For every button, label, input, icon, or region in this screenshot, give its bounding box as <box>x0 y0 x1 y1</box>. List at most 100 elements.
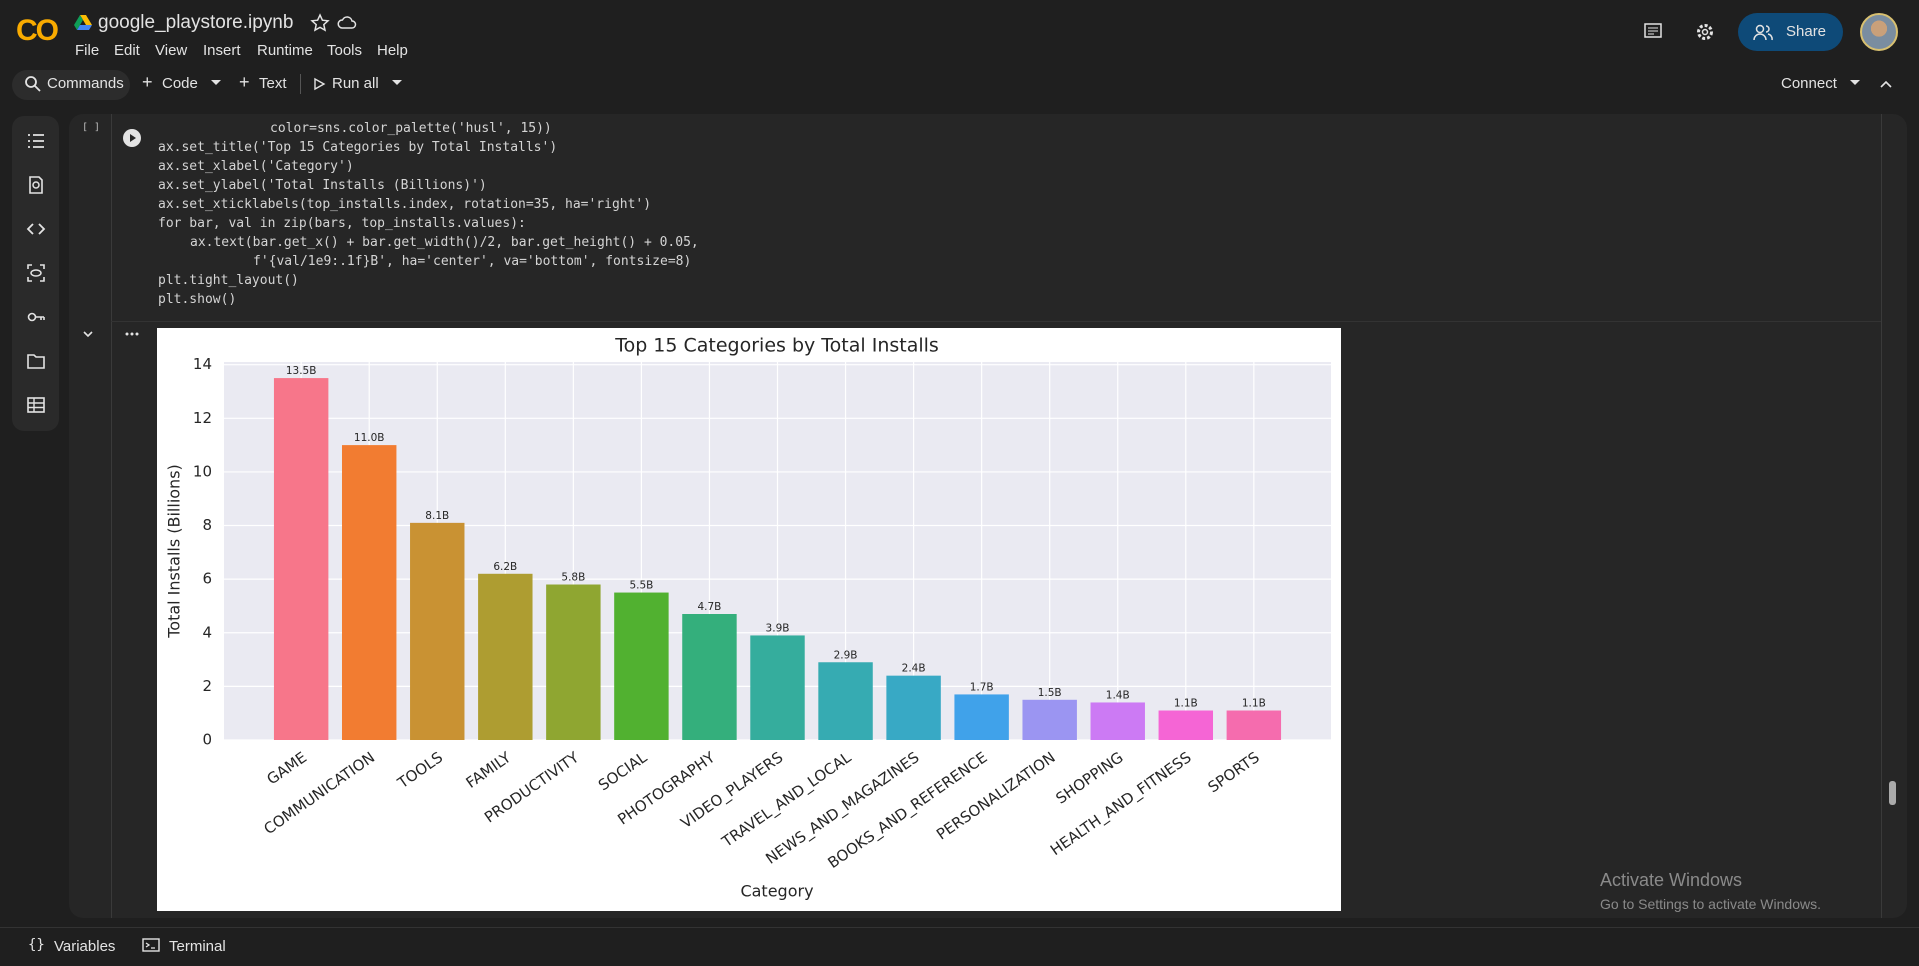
bar <box>1158 710 1214 740</box>
bar <box>818 662 873 740</box>
output-toggle[interactable] <box>80 326 96 342</box>
sidebar <box>12 116 59 431</box>
play-icon <box>314 77 326 91</box>
chart: Top 15 Categories by Total Installs Cate… <box>157 328 1341 911</box>
value-label: 11.0B <box>354 432 385 444</box>
share-button[interactable] <box>1738 13 1843 51</box>
code-icon[interactable] <box>26 219 46 239</box>
commands-pill[interactable] <box>12 70 130 100</box>
value-label: 4.7B <box>697 601 721 613</box>
plus-icon: + <box>142 72 153 92</box>
run-cell-button[interactable] <box>122 128 142 148</box>
value-label: 13.5B <box>286 365 317 377</box>
bar <box>886 675 941 740</box>
code-line: f'{val/1e9:.1f}B', ha='center', va='bott… <box>253 254 692 269</box>
y-tick-label: 0 <box>202 731 212 749</box>
settings-icon[interactable] <box>1695 22 1715 42</box>
output-menu[interactable] <box>123 326 141 342</box>
bar <box>614 592 669 740</box>
variables-icon[interactable] <box>26 263 46 283</box>
value-label: 6.2B <box>493 561 517 573</box>
data-table-icon[interactable] <box>26 395 46 415</box>
add-code[interactable]: Code <box>162 75 198 92</box>
menu-view[interactable]: View <box>155 42 188 59</box>
watermark-subtitle: Go to Settings to activate Windows. <box>1600 896 1821 912</box>
plus-icon: + <box>239 72 250 92</box>
bar <box>341 445 397 740</box>
secrets-icon[interactable] <box>26 307 46 327</box>
commands-label[interactable]: Commands <box>47 75 124 92</box>
code-line: for bar, val in zip(bars, top_installs.v… <box>158 216 526 231</box>
comment-icon[interactable] <box>1643 22 1663 42</box>
menu-file[interactable]: File <box>75 42 100 59</box>
value-label: 5.5B <box>629 580 653 592</box>
y-tick-label: 10 <box>193 462 212 480</box>
bar <box>954 694 1009 740</box>
bar <box>1226 710 1282 740</box>
menu-tools[interactable]: Tools <box>327 42 363 59</box>
dropdown-arrow[interactable] <box>392 80 402 85</box>
value-label: 2.4B <box>902 663 926 675</box>
variables-tab[interactable]: Variables <box>54 938 116 955</box>
bar <box>682 614 737 740</box>
code-line: color=sns.color_palette('husl', 15)) <box>270 121 552 136</box>
terminal-tab[interactable]: Terminal <box>169 938 226 955</box>
bar <box>410 522 465 740</box>
menu-runtime[interactable]: Runtime <box>257 42 313 59</box>
value-label: 1.7B <box>970 681 994 693</box>
braces-icon: {} <box>28 937 45 953</box>
menu-help[interactable]: Help <box>377 42 408 59</box>
file-name[interactable]: google_playstore.ipynb <box>98 12 294 33</box>
value-label: 1.1B <box>1174 698 1198 710</box>
code-line: plt.tight_layout() <box>158 273 299 288</box>
code-line: ax.set_ylabel('Total Installs (Billions)… <box>158 178 487 193</box>
y-axis-label: Total Installs (Billions) <box>165 464 184 639</box>
cloud-icon[interactable] <box>337 13 357 33</box>
bar <box>1022 699 1077 740</box>
menu-edit[interactable]: Edit <box>114 42 140 59</box>
star-icon[interactable] <box>310 13 330 33</box>
bar <box>546 584 601 740</box>
x-axis-label: Category <box>740 882 813 901</box>
value-label: 5.8B <box>561 572 585 584</box>
cell-separator <box>111 321 1881 322</box>
value-label: 3.9B <box>766 622 790 634</box>
code-line: ax.text(bar.get_x() + bar.get_width()/2,… <box>190 235 699 250</box>
dropdown-arrow[interactable] <box>211 80 221 85</box>
menu-insert[interactable]: Insert <box>203 42 241 59</box>
bar <box>750 635 805 740</box>
collapse-icon[interactable] <box>1877 75 1895 93</box>
toc-icon[interactable] <box>26 131 46 151</box>
code-line: ax.set_title('Top 15 Categories by Total… <box>158 140 558 155</box>
code-line: plt.show() <box>158 292 237 307</box>
avatar[interactable] <box>1860 13 1898 51</box>
scrollbar-thumb[interactable] <box>1889 781 1896 805</box>
terminal-icon <box>142 938 160 952</box>
chart-title: Top 15 Categories by Total Installs <box>614 335 939 357</box>
find-icon[interactable] <box>26 175 46 195</box>
y-tick-label: 14 <box>193 355 212 373</box>
run-all[interactable]: Run all <box>332 75 379 92</box>
code-line: ax.set_xticklabels(top_installs.index, r… <box>158 197 652 212</box>
y-tick-label: 12 <box>193 409 212 427</box>
bar <box>1090 702 1145 740</box>
cell-marker: [ ] <box>82 122 101 133</box>
files-icon[interactable] <box>26 351 46 371</box>
value-label: 1.4B <box>1106 689 1130 701</box>
dropdown-arrow[interactable] <box>1850 80 1860 85</box>
bar <box>478 573 533 740</box>
watermark-title: Activate Windows <box>1600 870 1743 890</box>
y-tick-label: 8 <box>202 516 212 534</box>
share-label[interactable]: Share <box>1786 23 1827 40</box>
separator <box>300 74 301 94</box>
add-text[interactable]: Text <box>259 75 287 92</box>
connect-button[interactable]: Connect <box>1781 75 1837 92</box>
bar <box>273 378 329 740</box>
value-label: 2.9B <box>834 649 858 661</box>
search-icon <box>25 76 41 92</box>
y-tick-label: 2 <box>202 677 212 695</box>
logo[interactable]: CO <box>16 14 59 47</box>
drive-icon <box>74 15 92 30</box>
cell-edge <box>1881 114 1882 918</box>
